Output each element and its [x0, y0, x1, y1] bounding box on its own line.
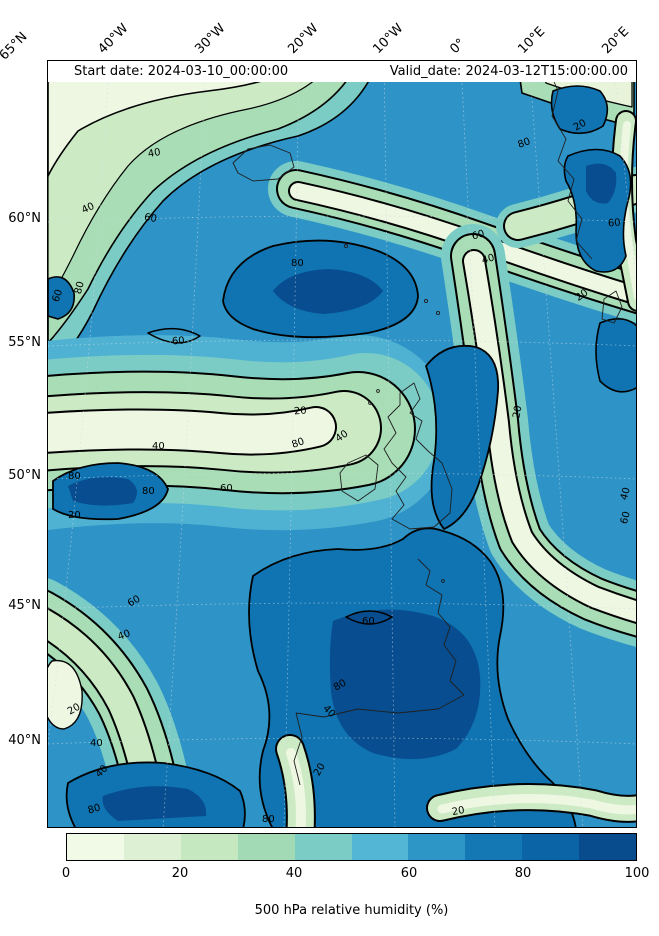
date-strip: Start date: 2024-03-10_00:00:00 Valid_da…	[48, 61, 636, 82]
colorbar-segment	[67, 834, 124, 860]
x-tick-label: 10°W	[370, 21, 407, 57]
x-tick-label: 30°W	[192, 21, 229, 57]
colorbar-segment	[351, 834, 409, 860]
colorbar-tick-label: 40	[285, 866, 303, 881]
contour-label: 80	[262, 814, 275, 825]
x-tick-label: 20°W	[285, 21, 322, 57]
y-tick-label: 60°N	[8, 211, 41, 226]
contour-label: 80	[68, 471, 81, 482]
y-tick-label: 45°N	[8, 598, 41, 613]
colorbar	[66, 833, 637, 861]
y-tick-label: 40°N	[8, 733, 41, 748]
x-tick-label: 40°W	[95, 21, 132, 57]
colorbar-tick-label: 20	[171, 866, 189, 881]
x-tick-label: 10°E	[515, 24, 549, 57]
filled-contours	[48, 61, 636, 827]
colorbar-tick-label: 80	[514, 866, 532, 881]
map-canvas: Start date: 2024-03-10_00:00:00 Valid_da…	[47, 60, 637, 828]
humidity-field-svg	[48, 61, 636, 827]
valid-date-label: Valid_date: 2024-03-12T15:00:00.00	[389, 64, 628, 79]
colorbar-segment	[465, 834, 523, 860]
coastlines	[232, 62, 623, 786]
colorbar-segment	[579, 834, 637, 860]
colorbar-tick-label: 60	[400, 866, 418, 881]
x-tick-label: 20°E	[599, 24, 633, 57]
contour-label: 80	[142, 486, 155, 497]
colorbar-segment	[123, 834, 181, 860]
y-tick-label: 65°N	[0, 29, 31, 64]
contour-label: 60	[362, 616, 375, 627]
contour-label: 80	[291, 258, 304, 269]
contour-label: 20	[293, 405, 308, 418]
y-tick-label: 55°N	[8, 335, 41, 350]
contour-label: 60	[171, 335, 186, 348]
colorbar-tick-label: 100	[624, 866, 650, 881]
colorbar-segment	[237, 834, 295, 860]
colorbar-tick-label: 0	[61, 866, 71, 881]
start-date-label: Start date: 2024-03-10_00:00:00	[74, 64, 289, 79]
contour-label: 40	[90, 738, 103, 749]
colorbar-title: 500 hPa relative humidity (%)	[254, 903, 449, 918]
colorbar-segment	[522, 834, 580, 860]
x-tick-label: 0°	[447, 35, 469, 57]
contour-label: 60	[607, 217, 622, 230]
colorbar-segment	[294, 834, 352, 860]
contour-label: 60	[220, 483, 233, 494]
contour-label: 60	[143, 211, 158, 226]
contour-label: 40	[152, 441, 165, 452]
colorbar-segment	[180, 834, 238, 860]
graticule	[48, 61, 636, 827]
colorbar-segment	[408, 834, 466, 860]
y-tick-label: 50°N	[8, 468, 41, 483]
contour-label: 20	[68, 510, 81, 521]
